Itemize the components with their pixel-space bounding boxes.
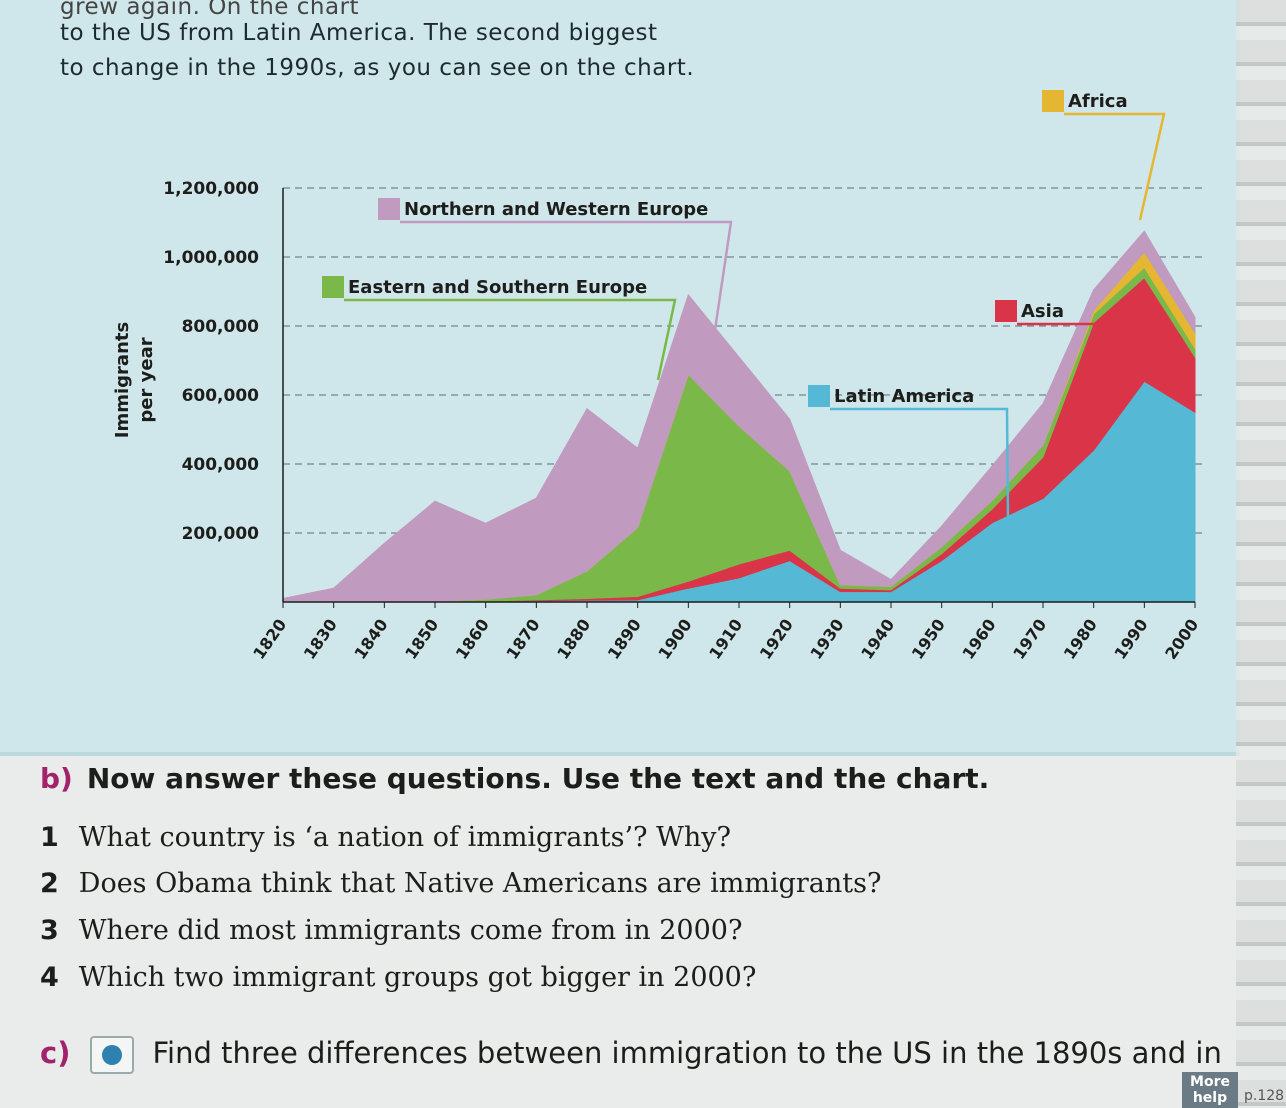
task-c: c) Find three differences between immigra… xyxy=(40,1036,1222,1074)
questions-letter: b) xyxy=(40,762,73,795)
legend-latin-america: Latin America xyxy=(808,385,1010,521)
intro-line-3: to change in the 1990s, as you can see o… xyxy=(60,55,695,81)
y-tick-label: 200,000 xyxy=(182,524,260,544)
page-reference: p.128 xyxy=(1244,1088,1285,1104)
x-tick-label: 1850 xyxy=(401,615,442,662)
y-tick-label: 400,000 xyxy=(182,455,260,475)
x-tick-label: 1910 xyxy=(705,615,746,662)
y-tick-label: 600,000 xyxy=(182,386,260,406)
question-1-text: What country is ‘a nation of immigrants’… xyxy=(78,822,731,853)
legend-leader-line xyxy=(400,220,733,351)
x-tick-label: 1870 xyxy=(503,615,544,662)
y-axis-title-line-2: per year xyxy=(136,337,157,422)
legend-text: Africa xyxy=(1068,91,1128,112)
x-tick-label: 1950 xyxy=(908,615,949,662)
question-4-text: Which two immigrant groups got bigger in… xyxy=(78,962,757,993)
x-tick-label: 1970 xyxy=(1009,615,1050,662)
question-3-text: Where did most immigrants come from in 2… xyxy=(78,915,743,946)
legend-asia: Asia xyxy=(995,300,1097,401)
x-tick-label: 1930 xyxy=(807,615,848,662)
questions-heading-text: Now answer these questions. Use the text… xyxy=(86,762,990,795)
legend-text: Latin America xyxy=(834,386,974,407)
legend-leader-line xyxy=(1064,112,1166,221)
legend-text: Asia xyxy=(1021,301,1064,322)
y-tick-label: 1,200,000 xyxy=(163,179,259,199)
legend-eastern-and-southern-europe: Eastern and Southern Europe xyxy=(322,276,677,381)
chart-panel xyxy=(0,0,1240,756)
questions-heading: b) Now answer these questions. Use the te… xyxy=(40,762,989,795)
question-4: 4 Which two immigrant groups got bigger i… xyxy=(40,962,756,993)
x-tick-label: 1940 xyxy=(857,615,898,662)
notebook-spiral xyxy=(1236,0,1286,1108)
question-3-number: 3 xyxy=(40,915,59,946)
question-1-number: 1 xyxy=(40,822,59,853)
more-help-button[interactable]: More help xyxy=(1182,1072,1238,1108)
question-2-number: 2 xyxy=(40,868,59,899)
question-3: 3 Where did most immigrants come from in … xyxy=(40,915,742,946)
legend-text: Eastern and Southern Europe xyxy=(348,277,647,298)
x-tick-label: 1840 xyxy=(351,615,392,662)
x-tick-label: 1820 xyxy=(249,615,290,662)
legend-africa: Africa xyxy=(1042,90,1166,221)
y-axis-title-line-1: Immigrants xyxy=(112,322,133,438)
legend-swatch xyxy=(995,300,1017,322)
immigration-chart: 200,000 400,000 600,000 800,000 1,000,000 1,2… xyxy=(112,90,1205,663)
more-help-line-1: More xyxy=(1190,1074,1230,1090)
intro-line-2: to the US from Latin America. The second… xyxy=(60,20,658,46)
x-tick-label: 1890 xyxy=(604,615,645,662)
question-2: 2 Does Obama think that Native Americans … xyxy=(40,868,881,899)
legend-swatch xyxy=(322,276,344,298)
x-tick-label: 1860 xyxy=(452,615,493,662)
series-area-northern-and-western-europe xyxy=(282,230,1196,603)
question-2-text: Does Obama think that Native Americans a… xyxy=(78,868,882,899)
question-1: 1 What country is ‘a nation of immigrants… xyxy=(40,822,731,853)
legend-swatch xyxy=(378,198,400,220)
intro-line-1: grew again. On the chart xyxy=(60,0,360,20)
x-tick-label: 1830 xyxy=(300,615,341,662)
x-tick-label: 2000 xyxy=(1161,615,1202,662)
task-c-text: Find three differences between immigrati… xyxy=(152,1036,1222,1070)
more-help-line-2: help xyxy=(1192,1090,1228,1106)
legend-northern-and-western-europe: Northern and Western Europe xyxy=(378,198,733,351)
legend-leader-line xyxy=(344,298,677,381)
legend-leader-line xyxy=(1017,322,1097,401)
difficulty-dot-icon xyxy=(90,1036,135,1074)
x-tick-label: 1960 xyxy=(959,615,1000,662)
task-c-letter: c) xyxy=(40,1036,71,1070)
x-tick-label: 1920 xyxy=(756,615,797,662)
legend-text: Northern and Western Europe xyxy=(404,199,708,220)
y-tick-label: 1,000,000 xyxy=(163,248,259,268)
label-layer: Latin America Asia Eastern and Southern Eu… xyxy=(322,90,1166,521)
x-tick-label: 1900 xyxy=(655,615,696,662)
legend-leader-line xyxy=(830,407,1010,521)
x-tick-label: 1980 xyxy=(1060,615,1101,662)
y-tick-label: 800,000 xyxy=(182,317,260,337)
legend-swatch xyxy=(808,385,830,407)
x-tick-label: 1880 xyxy=(553,615,594,662)
question-4-number: 4 xyxy=(40,962,59,993)
x-tick-label: 1990 xyxy=(1111,615,1152,662)
legend-swatch xyxy=(1042,90,1064,112)
